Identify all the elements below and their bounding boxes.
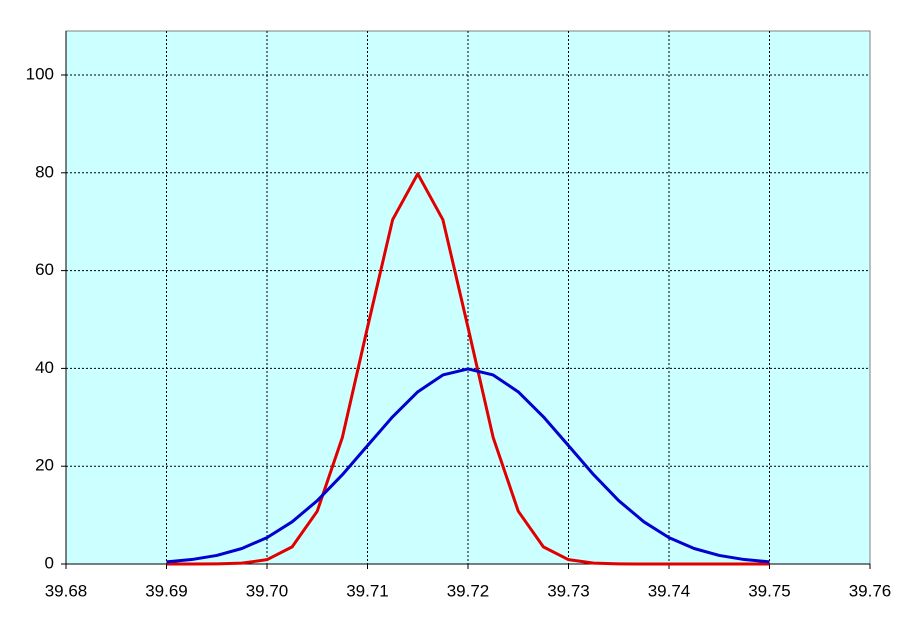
line-series [166,367,770,564]
x-tick-label: 39.71 [346,581,389,600]
x-tick-label: 39.70 [246,581,289,600]
y-tick-label: 40 [35,358,54,377]
x-tick-label: 39.72 [447,581,490,600]
x-tick-label: 39.73 [547,581,590,600]
x-tick-label: 39.69 [145,581,188,600]
line-series [166,172,770,566]
y-tick-label: 20 [35,456,54,475]
y-tick-label: 80 [35,162,54,181]
x-tick-label: 39.74 [648,581,691,600]
y-tick-label: 100 [26,64,54,83]
x-tick-label: 39.75 [748,581,791,600]
x-tick-label: 39.76 [849,581,892,600]
y-tick-label: 0 [45,553,54,572]
x-tick-label: 39.68 [45,581,88,600]
y-tick-label: 60 [35,260,54,279]
